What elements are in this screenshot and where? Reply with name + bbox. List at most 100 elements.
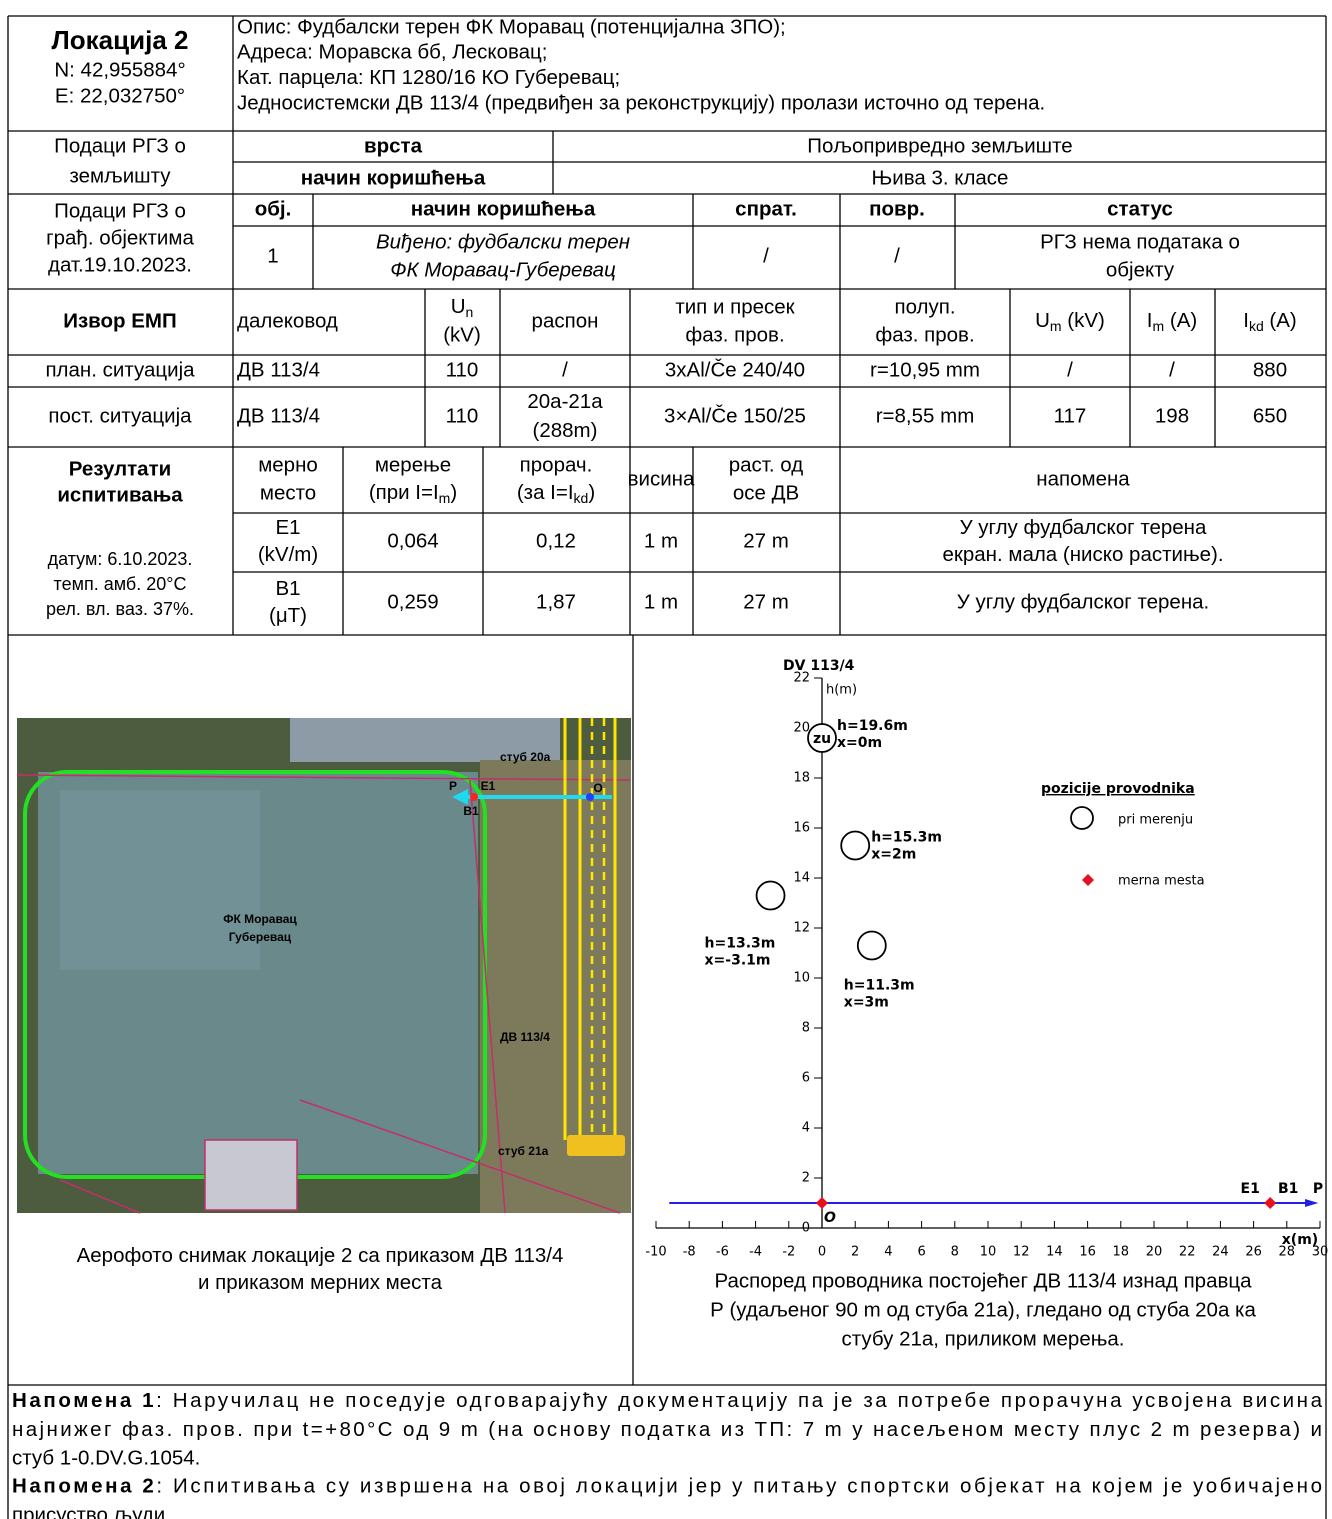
row-label: Резултати — [69, 457, 171, 480]
column-header: тип и пресек — [675, 295, 795, 318]
row-label: испитивања — [57, 483, 183, 506]
column-header: Im (A) — [1147, 309, 1197, 333]
cell: У углу фудбалског терена — [960, 516, 1207, 539]
cell: r=8,55 mm — [876, 404, 975, 427]
point-label: E1 — [1241, 1181, 1260, 1197]
x-tick-label: 14 — [1046, 1245, 1063, 1260]
conductor — [856, 930, 887, 961]
column-header: спрат. — [735, 197, 797, 220]
row-label: дат.19.10.2023. — [48, 253, 192, 276]
greenhouse — [290, 718, 560, 762]
cell: екран. мала (ниско растиње). — [942, 543, 1223, 566]
point-label: h=19.6m — [837, 718, 908, 734]
column-header: (при I=Im) — [369, 481, 457, 505]
y-tick-label: 22 — [793, 671, 810, 686]
y-tick-label: 0 — [802, 1221, 810, 1236]
field-name: начин коришћења — [301, 166, 486, 189]
column-header: фаз. пров. — [875, 323, 974, 346]
origin-point — [586, 793, 594, 801]
cell: 198 — [1155, 404, 1189, 427]
cell: објекту — [1106, 258, 1175, 281]
x-tick-label: 24 — [1212, 1245, 1229, 1260]
y-tick-label: 10 — [793, 971, 810, 986]
description: Опис: Фудбалски терен ФК Моравац (потенц… — [237, 15, 786, 38]
x-tick-label: -2 — [782, 1245, 795, 1260]
column-header: полуп. — [894, 295, 955, 318]
photo-label: O — [593, 781, 602, 795]
photo-label: ДВ 113/4 — [500, 1030, 550, 1044]
point-label: x=2m — [871, 847, 916, 863]
text-part: (A) — [1164, 309, 1197, 332]
chart-title: DV 113/4 — [783, 658, 855, 674]
x-tick-label: 4 — [884, 1245, 892, 1260]
column-header: Un — [451, 295, 474, 319]
cell: 3×Al/Če 150/25 — [664, 404, 806, 427]
point-label: h=11.3m — [844, 978, 915, 994]
cell: 0,259 — [387, 590, 438, 613]
legend-label: pri merenju — [1118, 813, 1193, 828]
reference-label: P — [1313, 1181, 1323, 1197]
photo-label: стуб 20а — [500, 750, 551, 764]
column-header: фаз. пров. — [685, 323, 784, 346]
column-header: статус — [1107, 197, 1173, 220]
column-header: мерно — [258, 453, 318, 476]
cell: 1 — [267, 244, 278, 267]
subscript: m — [439, 490, 451, 506]
field-light — [60, 790, 260, 970]
condition: рел. вл. ваз. 37%. — [46, 599, 194, 619]
text-part: (при I=I — [369, 481, 439, 504]
conductor — [807, 723, 837, 753]
column-header: Um (kV) — [1035, 309, 1105, 333]
measure-point — [1264, 1197, 1277, 1209]
y-tick-label: 8 — [802, 1021, 810, 1036]
column-header: мерење — [375, 453, 451, 476]
column-header: висина — [628, 467, 695, 490]
cell: (288m) — [533, 419, 598, 442]
location-title: Локација 2 — [52, 25, 189, 55]
condition: датум: 6.10.2023. — [48, 549, 193, 569]
arrow-head — [452, 789, 468, 805]
measure-point — [816, 1197, 828, 1209]
note: Напомена 1: Наручилац не поседује одгова… — [12, 1389, 1323, 1412]
cell: РГЗ нема података о — [1040, 230, 1240, 253]
text-part: (A) — [1264, 309, 1297, 332]
conductor — [755, 880, 786, 911]
x-tick-label: 18 — [1113, 1245, 1130, 1260]
photo-label: E1 — [481, 779, 496, 793]
column-header: обј. — [255, 197, 292, 220]
row-label: земљишту — [69, 164, 171, 187]
field-value: Пољопривредно земљиште — [807, 134, 1072, 157]
text-part: (kV) — [1062, 309, 1105, 332]
description: Адреса: Моравска бб, Лесковац; — [237, 41, 548, 64]
cell: 27 m — [743, 529, 789, 552]
row-label: план. ситуација — [45, 358, 195, 381]
note-text: : Испитивања су извршена на овој локациј… — [156, 1475, 1322, 1498]
y-tick-label: 20 — [793, 721, 810, 736]
x-tick-label: 22 — [1179, 1245, 1196, 1260]
y-tick-label: 12 — [793, 921, 810, 936]
y-tick-label: 2 — [802, 1171, 810, 1186]
y-tick-label: 16 — [793, 821, 810, 836]
text-part: ) — [450, 481, 457, 504]
x-tick-label: 12 — [1013, 1245, 1030, 1260]
row-label: пост. ситуација — [48, 404, 192, 427]
cell: 880 — [1253, 358, 1287, 381]
note-label: Напомена 1 — [12, 1389, 154, 1412]
x-tick-label: 28 — [1279, 1245, 1296, 1260]
point-label: h=15.3m — [871, 830, 942, 846]
coordinate: E: 22,032750° — [55, 84, 185, 107]
field-value: Њива 3. класе — [872, 166, 1009, 189]
cell: E1 — [275, 516, 300, 539]
text-part: (за I=I — [517, 481, 574, 504]
cell: / — [1169, 358, 1175, 381]
note-text: : Наручилац не поседује одговарајућу док… — [156, 1389, 1322, 1412]
power-line — [563, 718, 617, 1140]
x-tick-label: 6 — [917, 1245, 925, 1260]
column-header: прорач. — [520, 453, 593, 476]
cell: 0,12 — [536, 529, 576, 552]
cell: / — [562, 358, 568, 381]
subscript: kd — [574, 490, 589, 506]
field-name: врста — [364, 134, 423, 157]
text-part: I — [1243, 309, 1249, 332]
